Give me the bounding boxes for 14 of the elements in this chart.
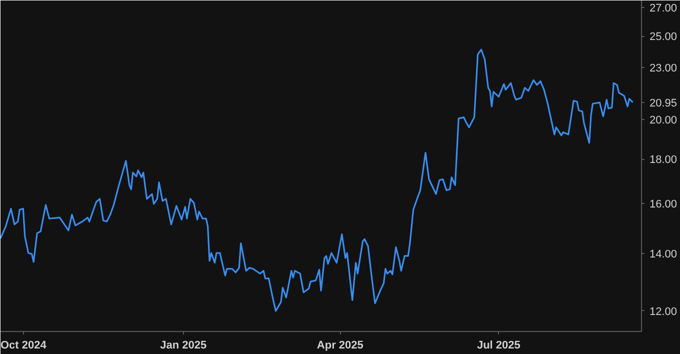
y-tick-label: 14.00: [650, 248, 678, 260]
y-tick-label: 25.00: [650, 31, 678, 44]
y-tick-label: 18.00: [650, 154, 678, 166]
y-tick-label: 27.00: [650, 2, 678, 14]
y-tick-label: 16.00: [650, 198, 678, 210]
y-tick-label: 20.00: [650, 114, 678, 127]
x-tick-label: Jan 2025: [160, 340, 207, 352]
y-tick-label: 12.00: [650, 306, 678, 318]
x-tick-label: Jul 2025: [476, 340, 520, 352]
x-tick-label: Oct 2024: [0, 340, 48, 352]
y-tick-label: 23.00: [650, 62, 678, 74]
x-tick-label: Apr 2025: [316, 340, 364, 352]
line-series: [0, 48, 634, 312]
y-tick-label: 20.95: [650, 97, 678, 110]
